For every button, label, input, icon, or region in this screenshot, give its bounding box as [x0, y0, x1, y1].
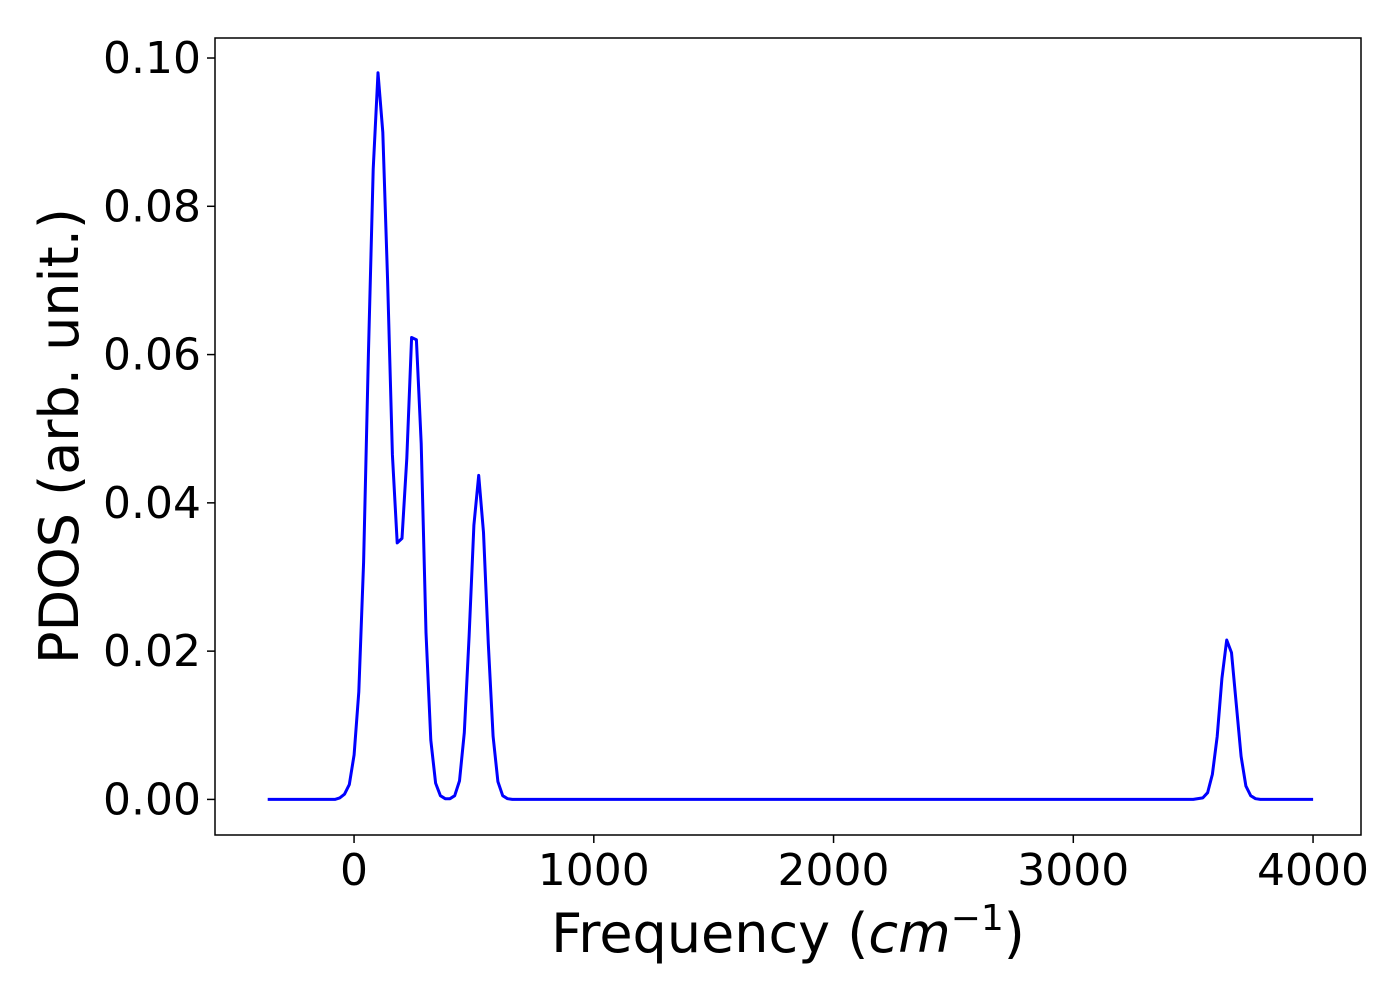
x-tick-label: 0	[340, 845, 368, 896]
x-axis-ticks: 0 1000 2000 3000 4000	[340, 835, 1369, 896]
y-tick-label: 0.06	[103, 330, 201, 381]
y-axis-ticks: 0.00 0.02 0.04 0.06 0.08 0.10	[103, 33, 215, 825]
x-axis-label: Frequency (cm−1)	[551, 898, 1025, 965]
plot-area	[267, 71, 1314, 801]
x-tick-label: 1000	[538, 845, 650, 896]
x-axis-label-unit: cm	[868, 902, 950, 965]
y-tick-label: 0.10	[103, 33, 201, 84]
x-tick-label: 4000	[1257, 845, 1369, 896]
y-axis-label: PDOS (arb. unit.)	[28, 208, 91, 664]
x-axis-label-close: )	[1004, 902, 1025, 965]
x-axis-label-exponent: −1	[951, 898, 1004, 939]
x-axis-label-text: Frequency (	[551, 902, 868, 965]
series-line-0	[267, 71, 1314, 801]
x-tick-label: 2000	[778, 845, 890, 896]
axes-frame	[214, 37, 1362, 836]
y-tick-label: 0.04	[103, 478, 201, 529]
y-tick-label: 0.08	[103, 181, 201, 232]
y-tick-label: 0.02	[103, 626, 201, 677]
y-tick-label: 0.00	[103, 774, 201, 825]
x-tick-label: 3000	[1017, 845, 1129, 896]
